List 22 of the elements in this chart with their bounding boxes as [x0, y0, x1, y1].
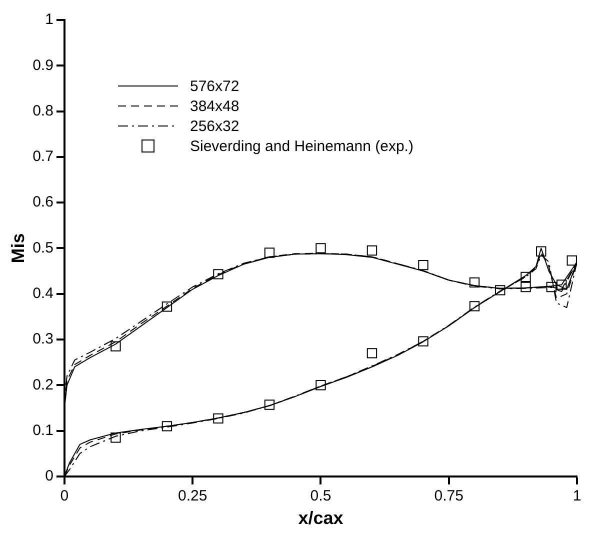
legend-label: Sieverding and Heinemann (exp.) — [190, 138, 414, 154]
y-tick-label: 0.2 — [32, 376, 54, 394]
y-axis-title: Mis — [8, 233, 28, 264]
y-tick-label: 0.3 — [32, 330, 54, 348]
y-tick-label: 0.4 — [32, 284, 54, 302]
y-tick-label: 0.1 — [32, 422, 54, 439]
legend-label: 576x72 — [190, 78, 240, 94]
x-tick-label: 0.75 — [434, 488, 464, 505]
x-tick-label: 0.5 — [310, 488, 332, 505]
x-axis-title: x/cax — [298, 508, 344, 528]
x-tick-label: 1 — [572, 488, 582, 505]
y-tick-label: 0.7 — [32, 148, 54, 166]
y-tick-label: 1 — [45, 11, 54, 28]
legend-label: 256x32 — [190, 118, 240, 134]
x-tick-label: 0.25 — [178, 488, 208, 505]
y-tick-label: 0.6 — [32, 194, 54, 211]
y-tick-label: 0.9 — [32, 56, 54, 74]
legend-label: 384x48 — [190, 98, 240, 114]
y-tick-label: 0 — [45, 468, 54, 485]
x-tick-label: 0 — [60, 488, 69, 505]
y-tick-label: 0.5 — [32, 239, 54, 256]
y-tick-label: 0.8 — [32, 102, 54, 120]
